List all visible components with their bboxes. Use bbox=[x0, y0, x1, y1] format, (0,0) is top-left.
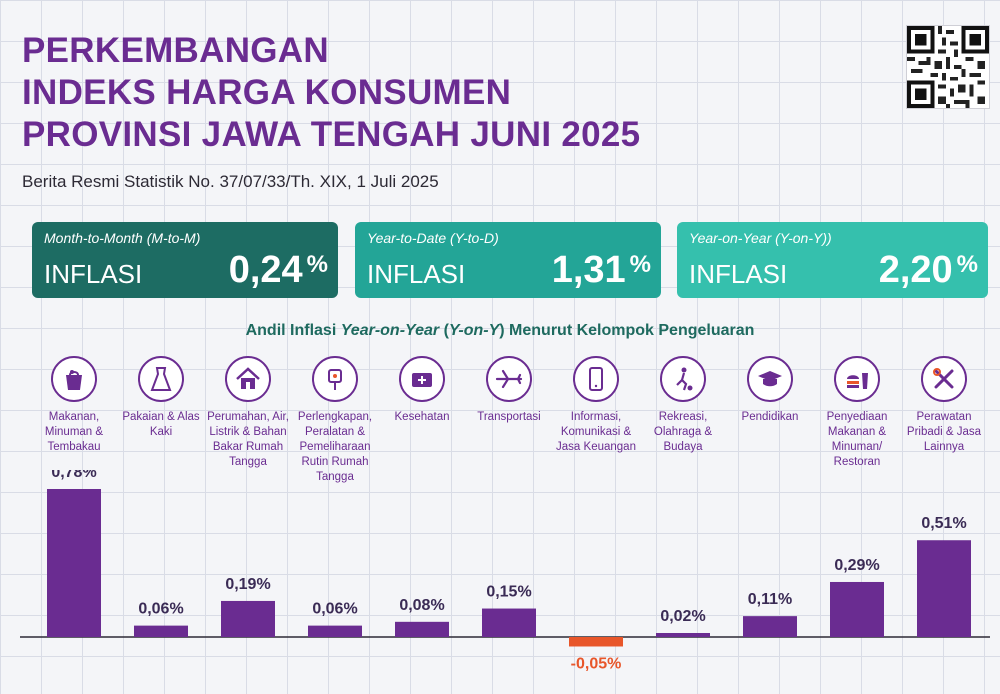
title-line-2: INDEKS HARGA KONSUMEN bbox=[22, 73, 512, 112]
data-label-10: 0,51% bbox=[921, 515, 966, 532]
bar-6 bbox=[569, 637, 623, 647]
page-title: PERKEMBANGAN INDEKS HARGA KONSUMEN PROVI… bbox=[22, 30, 640, 156]
title-line-3: PROVINSI JAWA TENGAH JUNI 2025 bbox=[22, 115, 641, 154]
bar-8 bbox=[743, 616, 797, 637]
title-line-1: PERKEMBANGAN bbox=[22, 31, 329, 70]
inflation-cards: Month-to-Month (M-to-M) INFLASI 0,24% Ye… bbox=[32, 222, 988, 298]
card-value-unit: % bbox=[629, 251, 651, 278]
fast-food-icon bbox=[834, 356, 880, 402]
category-label: Penyediaan Makanan & Minuman/ Restoran bbox=[826, 411, 888, 468]
category-label: Pendidikan bbox=[741, 411, 799, 423]
football-player-icon bbox=[660, 356, 706, 402]
category-label: Perawatan Pribadi & Jasa Lainnya bbox=[906, 411, 982, 453]
plug-icon bbox=[312, 356, 358, 402]
data-label-4: 0,08% bbox=[399, 597, 444, 614]
bar-4 bbox=[395, 621, 449, 637]
category-communication: Informasi, Komunikasi & Jasa Keuangan bbox=[552, 356, 640, 455]
bar-9 bbox=[830, 581, 884, 637]
dress-icon bbox=[138, 356, 184, 402]
card-period: Year-to-Date (Y-to-D) bbox=[367, 230, 499, 246]
data-label-8: 0,11% bbox=[748, 591, 792, 608]
data-label-5: 0,15% bbox=[486, 584, 531, 601]
category-label: Makanan, Minuman & Tembakau bbox=[44, 411, 104, 453]
card-value: 2,20% bbox=[879, 249, 978, 292]
house-icon bbox=[225, 356, 271, 402]
card-label: INFLASI bbox=[367, 259, 466, 289]
data-label-2: 0,19% bbox=[225, 576, 270, 593]
heading-italic: Year-on-Year bbox=[340, 322, 440, 339]
heading-part: Andil Inflasi bbox=[245, 322, 341, 339]
airplane-icon bbox=[486, 356, 532, 402]
graduation-cap-icon bbox=[747, 356, 793, 402]
card-value: 0,24% bbox=[229, 249, 328, 292]
bar-10 bbox=[917, 540, 971, 637]
category-health: Kesehatan bbox=[378, 356, 466, 425]
chart-heading: Andil Inflasi Year-on-Year (Y-on-Y) Menu… bbox=[0, 322, 1000, 340]
subtitle: Berita Resmi Statistik No. 37/07/33/Th. … bbox=[22, 172, 439, 191]
card-value-number: 2,20 bbox=[878, 249, 953, 291]
bar-chart: 0,78% 0,06% 0,19% 0,06% 0,08% 0,15% -0,05% 0,02… bbox=[20, 470, 990, 672]
category-transport: Transportasi bbox=[465, 356, 553, 425]
tools-icon bbox=[921, 356, 967, 402]
category-label: Rekreasi, Olahraga & Budaya bbox=[653, 411, 713, 453]
card-value: 1,31% bbox=[552, 249, 651, 292]
category-label: Perlengkapan, Peralatan & Pemeliharaan R… bbox=[297, 411, 373, 483]
card-period: Year-on-Year (Y-on-Y)) bbox=[689, 230, 832, 246]
bar-2 bbox=[221, 600, 275, 637]
heading-italic: Y-on-Y bbox=[448, 322, 500, 339]
card-label: INFLASI bbox=[44, 259, 143, 289]
category-housing: Perumahan, Air, Listrik & Bahan Bakar Ru… bbox=[204, 356, 292, 470]
category-label: Informasi, Komunikasi & Jasa Keuangan bbox=[556, 411, 636, 453]
bar-0 bbox=[47, 489, 101, 637]
smartphone-icon bbox=[573, 356, 619, 402]
data-label-9: 0,29% bbox=[834, 557, 879, 574]
medical-kit-icon bbox=[399, 356, 445, 402]
card-value-unit: % bbox=[956, 251, 978, 278]
category-label: Transportasi bbox=[477, 411, 541, 423]
card-value-number: 0,24 bbox=[228, 249, 303, 291]
data-label-6: -0,05% bbox=[571, 655, 622, 672]
data-label-0: 0,78% bbox=[51, 470, 96, 481]
data-label-1: 0,06% bbox=[138, 601, 183, 618]
card-label: INFLASI bbox=[689, 259, 788, 289]
heading-part: ) Menurut Kelompok Pengeluaran bbox=[499, 322, 755, 339]
heading-part: ( bbox=[439, 322, 449, 339]
card-year-on-year: Year-on-Year (Y-on-Y)) INFLASI 2,20% bbox=[677, 222, 988, 298]
card-year-to-date: Year-to-Date (Y-to-D) INFLASI 1,31% bbox=[355, 222, 661, 298]
card-month-to-month: Month-to-Month (M-to-M) INFLASI 0,24% bbox=[32, 222, 338, 298]
qr-code-icon[interactable] bbox=[906, 25, 990, 109]
grocery-bag-icon bbox=[51, 356, 97, 402]
category-clothing: Pakaian & Alas Kaki bbox=[117, 356, 205, 440]
category-household: Perlengkapan, Peralatan & Pemeliharaan R… bbox=[291, 356, 379, 485]
card-period: Month-to-Month (M-to-M) bbox=[44, 230, 201, 246]
category-personal-care: Perawatan Pribadi & Jasa Lainnya bbox=[900, 356, 988, 455]
bar-5 bbox=[482, 608, 536, 637]
data-label-3: 0,06% bbox=[312, 601, 357, 618]
category-food: Makanan, Minuman & Tembakau bbox=[30, 356, 118, 455]
card-value-unit: % bbox=[306, 251, 328, 278]
category-label: Kesehatan bbox=[394, 411, 450, 423]
bar-3 bbox=[308, 625, 362, 637]
bar-1 bbox=[134, 625, 188, 637]
category-recreation: Rekreasi, Olahraga & Budaya bbox=[639, 356, 727, 455]
data-label-7: 0,02% bbox=[660, 608, 705, 625]
bar-7 bbox=[656, 633, 710, 637]
card-value-number: 1,31 bbox=[551, 249, 626, 291]
category-label: Perumahan, Air, Listrik & Bahan Bakar Ru… bbox=[207, 411, 289, 468]
category-restaurant: Penyediaan Makanan & Minuman/ Restoran bbox=[813, 356, 901, 470]
category-education: Pendidikan bbox=[726, 356, 814, 425]
category-label: Pakaian & Alas Kaki bbox=[122, 411, 200, 438]
